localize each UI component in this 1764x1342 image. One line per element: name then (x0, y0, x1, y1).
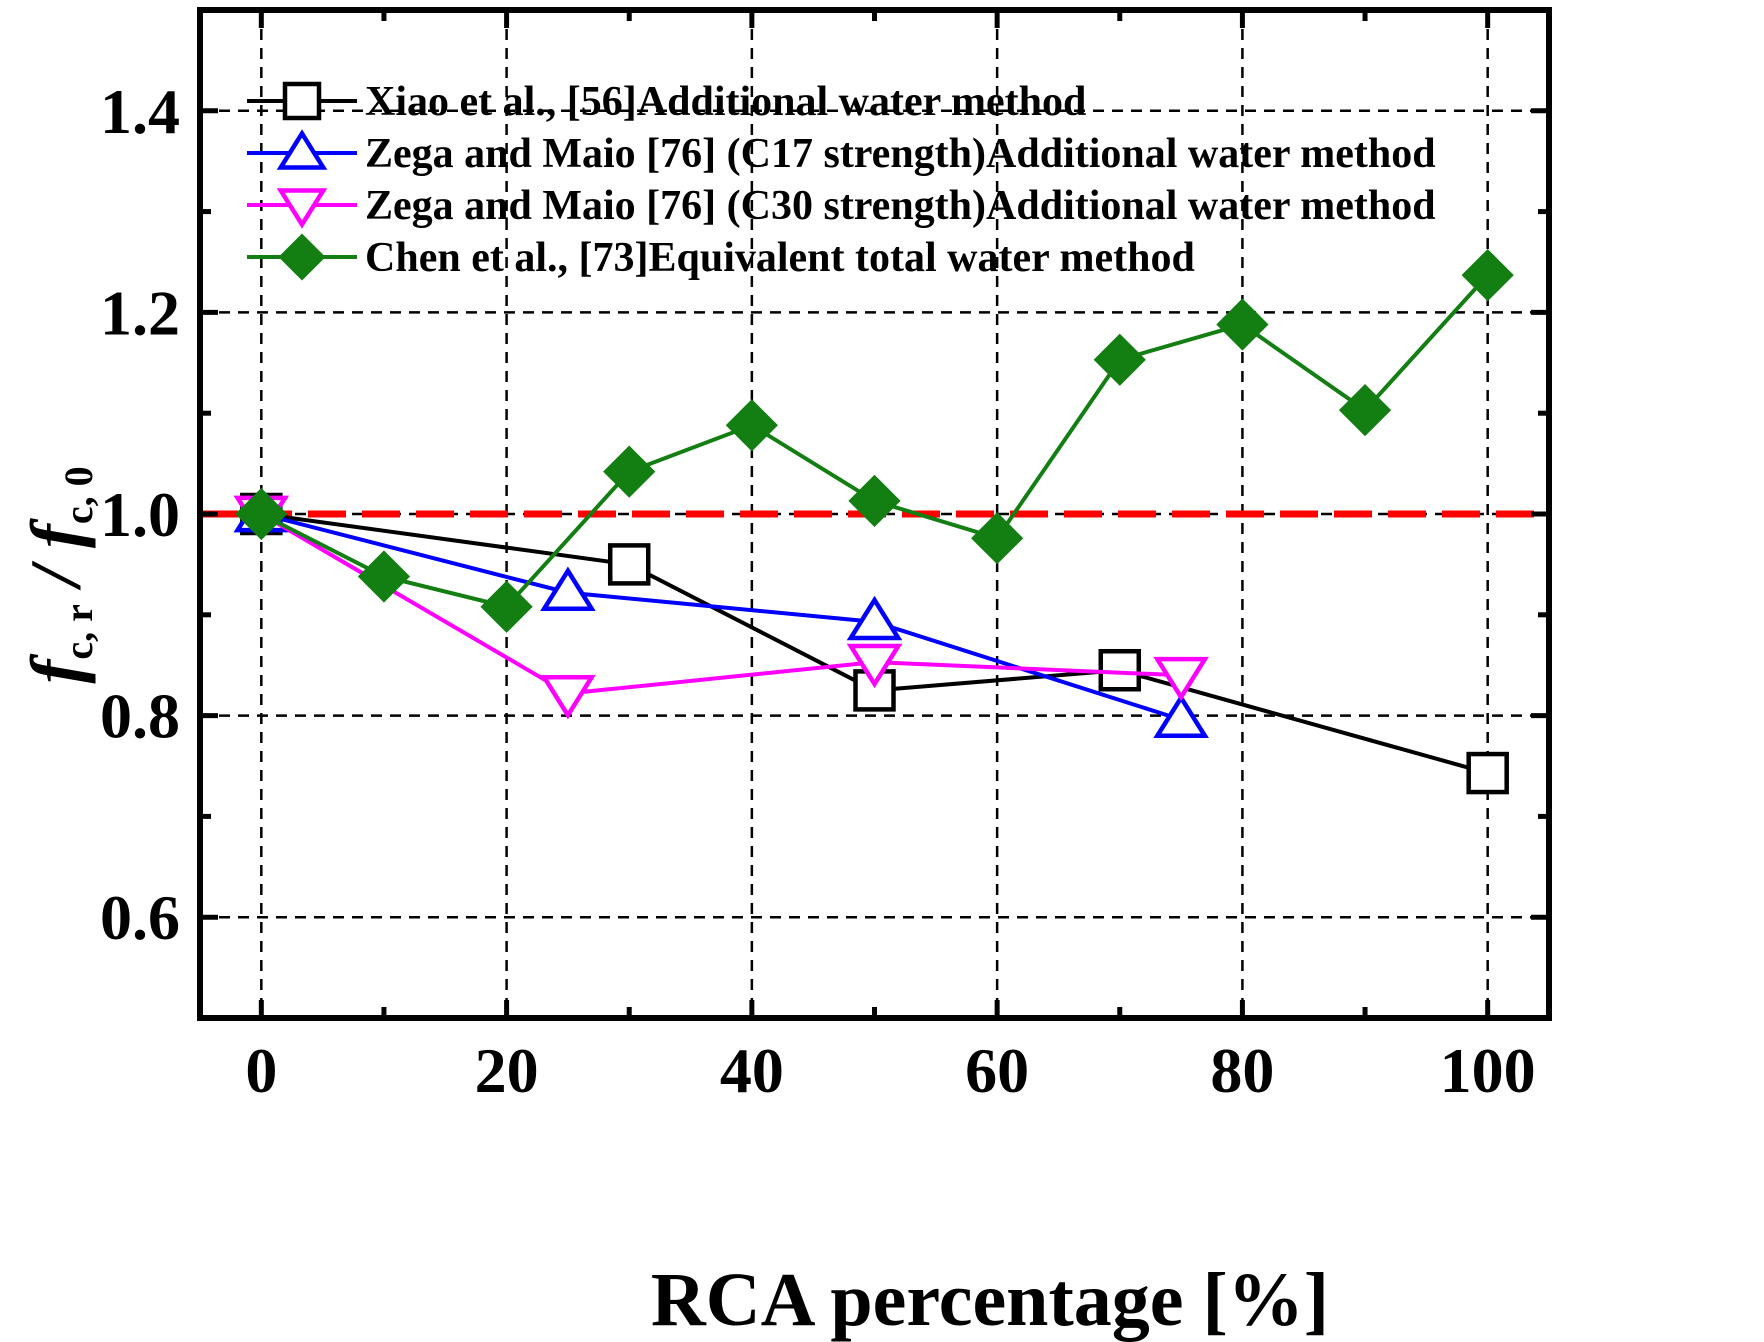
legend-label-3: Chen et al., [73]Equivalent total water … (365, 235, 1195, 281)
x-tick-label-1: 20 (475, 1035, 539, 1106)
series-3-point-9 (1338, 384, 1392, 437)
legend-label-2: Zega and Maio [76] (C30 strength)Additio… (365, 183, 1436, 229)
y-tick-label-0: 0.6 (100, 882, 180, 953)
x-tick-label-0: 0 (245, 1035, 277, 1106)
x-tick-label-4: 80 (1210, 1035, 1274, 1106)
series-3-point-1 (357, 550, 411, 603)
tick-labels: 0 20 40 60 80 100 0.6 0.8 1.0 1.2 1.4 (100, 76, 1536, 1106)
legend-label-1: Zega and Maio [76] (C17 strength)Additio… (365, 131, 1436, 177)
series-2-line (260, 512, 1182, 696)
series-2-point-1 (540, 675, 596, 720)
series-3-point-4 (725, 399, 778, 452)
series-group (233, 248, 1514, 795)
y-tick-label-2: 1.0 (100, 479, 180, 550)
y-axis-title-sub-1: c, r (56, 604, 101, 660)
x-tick-label-3: 60 (965, 1035, 1029, 1106)
series-3 (235, 248, 1514, 633)
series-1-line (260, 512, 1182, 722)
series-2-point-3 (1153, 656, 1209, 702)
legend: Xiao et al., [56]Additional water method… (247, 79, 1436, 281)
x-tick-label-5: 100 (1440, 1035, 1536, 1106)
series-3-point-0 (235, 487, 288, 541)
y-tick-label-4: 1.4 (100, 76, 180, 147)
series-3-point-10 (1461, 248, 1514, 302)
series-3-point-5 (848, 474, 901, 528)
series-0-point-4 (1466, 751, 1509, 795)
legend-marker-1 (276, 129, 328, 170)
series-3-point-7 (1093, 333, 1146, 386)
series-3-point-3 (603, 445, 656, 498)
legend-marker-2 (276, 188, 328, 229)
ticks (200, 7, 1549, 1021)
series-1-point-3 (1153, 693, 1209, 739)
y-tick-label-3: 1.2 (100, 277, 180, 348)
series-2-point-2 (846, 643, 903, 689)
series-0-point-1 (607, 543, 651, 586)
legend-marker-3 (278, 233, 326, 281)
legend-label-0: Xiao et al., [56]Additional water method (365, 79, 1086, 125)
series-1-point-2 (846, 595, 903, 641)
y-tick-label-1: 0.8 (100, 681, 180, 752)
y-axis-title-sub-2: c, 0 (56, 466, 101, 524)
series-3-point-2 (480, 580, 533, 633)
series-1-point-1 (540, 566, 596, 612)
legend-marker-0 (282, 81, 322, 121)
series-3-point-8 (1216, 298, 1269, 351)
series-3-point-6 (971, 512, 1024, 565)
x-tick-label-2: 40 (720, 1035, 784, 1106)
y-axis-title-separator: / (16, 548, 96, 604)
x-axis-title: RCA percentage [%] (651, 1258, 1329, 1342)
